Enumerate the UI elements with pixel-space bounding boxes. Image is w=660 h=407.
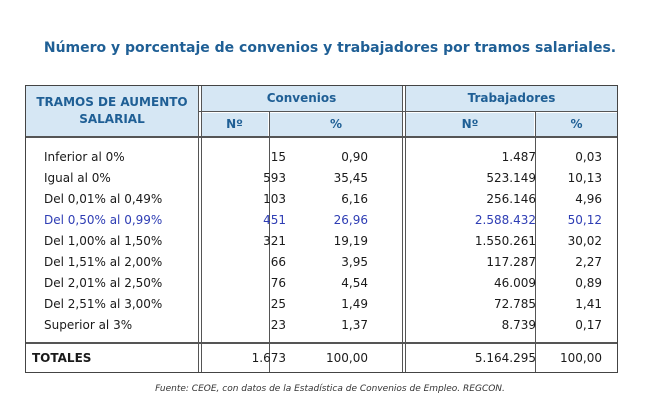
trab-num: 46.009	[494, 276, 536, 290]
row-label: Igual al 0%	[44, 171, 111, 185]
divider-totals	[26, 342, 617, 344]
trab-pct: 1,41	[575, 297, 602, 311]
trab-pct: 4,96	[575, 192, 602, 206]
divider-header-bottom	[26, 136, 617, 138]
header-tramos-line2: SALARIAL	[79, 112, 145, 126]
row-label: Del 0,01% al 0,49%	[44, 192, 163, 206]
trab-pct: 50,12	[567, 213, 602, 227]
row-label: Del 1,51% al 2,00%	[44, 255, 163, 269]
row-label: Del 2,51% al 3,00%	[44, 297, 163, 311]
conv-pct: 4,54	[341, 276, 368, 290]
conv-pct: 6,16	[341, 192, 368, 206]
totals-trab-pct: 100,00	[560, 351, 602, 365]
source-note: Fuente: CEOE, con datos de la Estadístic…	[155, 384, 505, 394]
header-tramos: TRAMOS DE AUMENTO SALARIAL	[26, 86, 198, 136]
header-convenios: Convenios	[201, 86, 402, 111]
table-row: Del 1,00% al 1,50% 321 19,19 1.550.261 3…	[26, 231, 617, 252]
table-row: Inferior al 0% 15 0,90 1.487 0,03	[26, 147, 617, 168]
trab-num: 8.739	[501, 318, 536, 332]
page-title: Número y porcentaje de convenios y traba…	[43, 40, 617, 56]
divider-col4	[535, 112, 536, 372]
trab-num: 2.588.432	[474, 213, 536, 227]
conv-pct: 26,96	[333, 213, 368, 227]
conv-num: 23	[270, 318, 286, 332]
trab-num: 1.550.261	[474, 234, 536, 248]
trab-pct: 0,03	[575, 150, 602, 164]
table-row-highlighted: Del 0,50% al 0,99% 451 26,96 2.588.432 5…	[26, 210, 617, 231]
totals-row: TOTALES 1.673 100,00 5.164.295 100,00	[26, 344, 617, 372]
divider-col2	[269, 112, 270, 372]
conv-num: 25	[270, 297, 286, 311]
table-row: Del 1,51% al 2,00% 66 3,95 117.287 2,27	[26, 252, 617, 273]
totals-conv-num: 1.673	[251, 351, 286, 365]
row-label: Del 0,50% al 0,99%	[44, 213, 163, 227]
table-row: Superior al 3% 23 1,37 8.739 0,17	[26, 315, 617, 336]
conv-num: 593	[263, 171, 286, 185]
conv-pct: 19,19	[333, 234, 368, 248]
totals-label: TOTALES	[32, 351, 92, 365]
totals-conv-pct: 100,00	[326, 351, 368, 365]
table-row: Igual al 0% 593 35,45 523.149 10,13	[26, 168, 617, 189]
table-row: Del 0,01% al 0,49% 103 6,16 256.146 4,96	[26, 189, 617, 210]
conv-pct: 3,95	[341, 255, 368, 269]
conv-pct: 0,90	[341, 150, 368, 164]
row-label: Superior al 3%	[44, 318, 133, 332]
conv-num: 76	[270, 276, 286, 290]
trab-num: 523.149	[486, 171, 536, 185]
trab-pct: 30,02	[567, 234, 602, 248]
row-label: Del 2,01% al 2,50%	[44, 276, 163, 290]
trab-pct: 2,27	[575, 255, 602, 269]
trab-pct: 10,13	[567, 171, 602, 185]
divider-header-mid	[199, 111, 617, 112]
header-conv-pct: %	[270, 113, 402, 136]
header-trabajadores: Trabajadores	[406, 86, 617, 111]
header-trab-pct: %	[536, 113, 617, 136]
salary-table: TRAMOS DE AUMENTO SALARIAL Convenios Tra…	[25, 85, 618, 373]
trab-num: 256.146	[486, 192, 536, 206]
conv-num: 451	[263, 213, 286, 227]
totals-trab-num: 5.164.295	[474, 351, 536, 365]
table-row: Del 2,01% al 2,50% 76 4,54 46.009 0,89	[26, 273, 617, 294]
conv-pct: 1,37	[341, 318, 368, 332]
trab-num: 1.487	[501, 150, 536, 164]
divider-col1b	[201, 86, 202, 372]
trab-num: 117.287	[486, 255, 536, 269]
row-label: Del 1,00% al 1,50%	[44, 234, 163, 248]
conv-num: 15	[270, 150, 286, 164]
table-row: Del 2,51% al 3,00% 25 1,49 72.785 1,41	[26, 294, 617, 315]
divider-col1	[198, 86, 199, 372]
divider-col3b	[405, 86, 406, 372]
header-trab-num: Nº	[406, 113, 534, 136]
header-conv-num: Nº	[201, 113, 268, 136]
conv-num: 321	[263, 234, 286, 248]
row-label: Inferior al 0%	[44, 150, 125, 164]
trab-pct: 0,17	[575, 318, 602, 332]
divider-col3	[402, 86, 403, 372]
trab-pct: 0,89	[575, 276, 602, 290]
header-tramos-line1: TRAMOS DE AUMENTO	[36, 95, 188, 109]
trab-num: 72.785	[494, 297, 536, 311]
conv-pct: 35,45	[333, 171, 368, 185]
conv-num: 66	[270, 255, 286, 269]
conv-num: 103	[263, 192, 286, 206]
conv-pct: 1,49	[341, 297, 368, 311]
